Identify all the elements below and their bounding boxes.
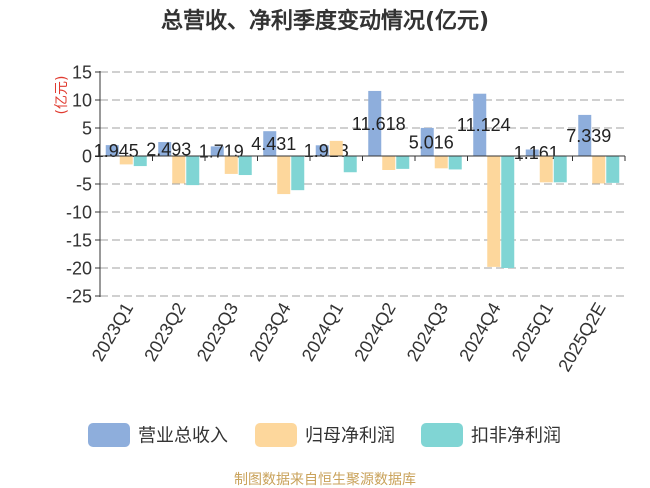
deducted-net-profit-bar bbox=[238, 156, 252, 176]
y-tick-label: 0 bbox=[82, 146, 92, 166]
revenue-bar bbox=[368, 90, 382, 156]
y-tick-label: 5 bbox=[82, 118, 92, 138]
data-label: 5.016 bbox=[409, 132, 454, 152]
net-profit-bar bbox=[172, 156, 186, 184]
y-tick-label: 15 bbox=[72, 62, 92, 82]
deducted-net-profit-bar bbox=[186, 156, 200, 186]
source-note: 制图数据来自恒生聚源数据库 bbox=[234, 472, 416, 488]
data-label: 11.618 bbox=[352, 114, 406, 134]
revenue-bar bbox=[210, 146, 224, 156]
revenue-bar bbox=[263, 131, 277, 156]
deducted-net-profit-bar bbox=[343, 156, 357, 173]
legend-label-net-profit: 归母净利润 bbox=[305, 425, 395, 446]
legend: 营业总收入 归母净利润 扣非净利润 bbox=[88, 423, 561, 447]
x-tick-label: 2024Q3 bbox=[403, 299, 452, 364]
data-label: 2.493 bbox=[146, 139, 191, 159]
x-tick-label: 2024Q1 bbox=[298, 299, 347, 364]
data-label: 4.431 bbox=[251, 134, 296, 154]
x-tick-label: 2023Q1 bbox=[88, 299, 137, 364]
data-label: 11.124 bbox=[457, 115, 511, 135]
net-profit-bar bbox=[487, 156, 501, 267]
x-tick-label: 2024Q2 bbox=[350, 299, 399, 364]
x-tick-label: 2023Q2 bbox=[140, 299, 189, 364]
revenue-bar bbox=[525, 149, 539, 156]
net-profit-bar bbox=[539, 156, 553, 183]
x-tick-label: 2023Q4 bbox=[245, 299, 294, 364]
legend-swatch-deducted-net-profit bbox=[421, 423, 463, 447]
revenue-bar bbox=[420, 127, 434, 156]
revenue-bar bbox=[105, 145, 119, 156]
revenue-bar bbox=[578, 114, 592, 156]
y-tick-label: -10 bbox=[66, 202, 92, 222]
net-profit-bar bbox=[434, 156, 448, 169]
legend-item-deducted-net-profit: 扣非净利润 bbox=[421, 423, 561, 447]
revenue-bar bbox=[473, 93, 487, 156]
deducted-net-profit-bar bbox=[553, 156, 567, 183]
net-profit-bar bbox=[329, 140, 343, 156]
deducted-net-profit-bar bbox=[448, 156, 462, 170]
x-tick-label: 2024Q4 bbox=[455, 299, 504, 364]
x-tick-label: 2025Q1 bbox=[508, 299, 557, 364]
net-profit-bar bbox=[592, 156, 606, 184]
revenue-bar bbox=[315, 145, 329, 156]
net-profit-bar bbox=[382, 156, 396, 170]
revenue-bar bbox=[158, 142, 172, 156]
net-profit-bar bbox=[224, 156, 238, 174]
legend-item-revenue: 营业总收入 bbox=[88, 423, 228, 447]
legend-label-revenue: 营业总收入 bbox=[138, 425, 228, 446]
deducted-net-profit-bar bbox=[291, 156, 305, 191]
x-tick-label: 2025Q2E bbox=[554, 299, 609, 375]
y-tick-label: -25 bbox=[66, 286, 92, 306]
legend-item-net-profit: 归母净利润 bbox=[255, 423, 395, 447]
deducted-net-profit-bar bbox=[396, 156, 410, 169]
y-tick-label: -20 bbox=[66, 258, 92, 278]
net-profit-bar bbox=[119, 156, 133, 165]
chart-title: 总营收、净利季度变动情况(亿元) bbox=[161, 8, 489, 34]
y-tick-label: -15 bbox=[66, 230, 92, 250]
legend-label-deducted-net-profit: 扣非净利润 bbox=[471, 425, 561, 446]
legend-swatch-net-profit bbox=[255, 423, 297, 447]
deducted-net-profit-bar bbox=[606, 156, 620, 183]
x-tick-label: 2023Q3 bbox=[193, 299, 242, 364]
deducted-net-profit-bar bbox=[133, 156, 147, 167]
y-tick-label: -5 bbox=[76, 174, 92, 194]
deducted-net-profit-bar bbox=[501, 156, 515, 268]
legend-swatch-revenue bbox=[88, 423, 130, 447]
net-profit-bar bbox=[277, 156, 291, 195]
data-label: 7.339 bbox=[566, 126, 611, 146]
y-tick-label: 10 bbox=[72, 90, 92, 110]
y-axis-label: (亿元) bbox=[54, 76, 70, 115]
